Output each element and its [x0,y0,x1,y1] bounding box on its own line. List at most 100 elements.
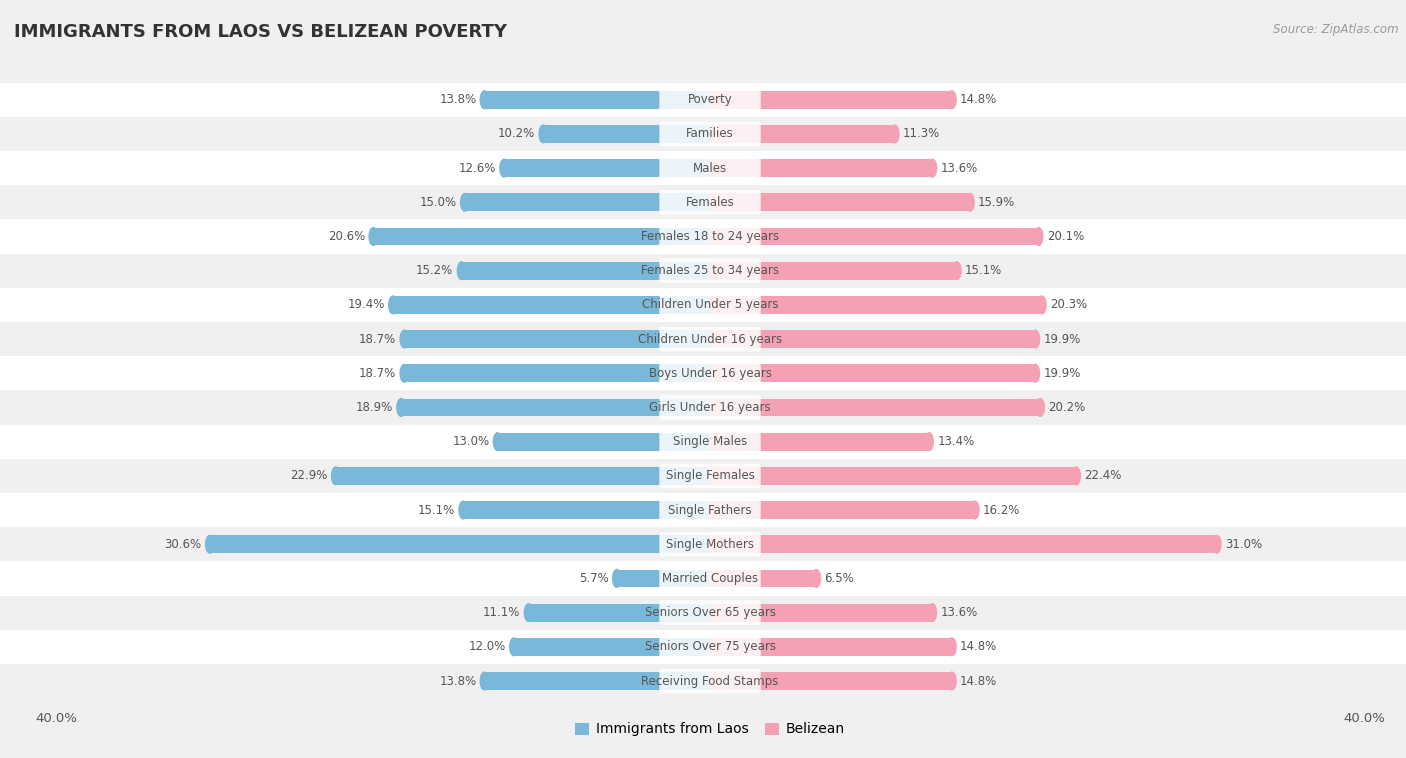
Text: IMMIGRANTS FROM LAOS VS BELIZEAN POVERTY: IMMIGRANTS FROM LAOS VS BELIZEAN POVERTY [14,23,508,41]
Bar [0,219,1406,254]
Text: 10.2%: 10.2% [498,127,536,140]
Circle shape [401,330,409,348]
Text: Females 18 to 24 years: Females 18 to 24 years [641,230,779,243]
Text: Married Couples: Married Couples [662,572,758,585]
Text: 13.8%: 13.8% [439,93,477,106]
FancyBboxPatch shape [659,498,761,522]
Circle shape [890,125,898,143]
FancyBboxPatch shape [659,361,761,386]
Text: 15.0%: 15.0% [419,196,457,208]
Text: 20.1%: 20.1% [1046,230,1084,243]
Circle shape [501,159,509,177]
Bar [405,330,710,348]
Text: 18.9%: 18.9% [356,401,392,414]
Circle shape [396,399,405,416]
FancyBboxPatch shape [659,600,761,625]
Circle shape [1036,399,1045,416]
Circle shape [928,159,936,177]
Bar [0,83,1406,117]
Bar [0,151,1406,185]
Bar [505,159,710,177]
Text: 20.3%: 20.3% [1050,299,1087,312]
FancyBboxPatch shape [659,532,761,556]
FancyBboxPatch shape [659,121,761,146]
FancyBboxPatch shape [659,395,761,420]
Bar [498,433,710,450]
Bar [0,630,1406,664]
Circle shape [948,91,956,108]
Circle shape [970,501,979,519]
Bar [515,638,710,656]
Bar [465,193,710,211]
Bar [710,535,1216,553]
Circle shape [388,296,396,314]
FancyBboxPatch shape [659,464,761,488]
Bar [710,603,932,622]
FancyBboxPatch shape [659,87,761,112]
FancyBboxPatch shape [659,190,761,215]
Circle shape [457,262,465,280]
Text: Children Under 16 years: Children Under 16 years [638,333,782,346]
Text: 15.1%: 15.1% [418,503,456,516]
Bar [710,262,957,280]
Text: 14.8%: 14.8% [960,675,997,688]
Bar [374,227,710,246]
Text: Girls Under 16 years: Girls Under 16 years [650,401,770,414]
Text: 14.8%: 14.8% [960,93,997,106]
Bar [529,603,710,622]
Bar [0,424,1406,459]
Circle shape [948,638,956,656]
FancyBboxPatch shape [659,566,761,590]
FancyBboxPatch shape [659,258,761,283]
Text: Single Mothers: Single Mothers [666,537,754,551]
Text: 13.4%: 13.4% [938,435,974,448]
Bar [710,501,974,519]
Bar [710,296,1042,314]
Text: Single Fathers: Single Fathers [668,503,752,516]
Bar [0,527,1406,562]
Text: 31.0%: 31.0% [1225,537,1263,551]
Circle shape [948,672,956,690]
Text: Poverty: Poverty [688,93,733,106]
FancyBboxPatch shape [659,669,761,694]
Bar [710,433,929,450]
Bar [461,262,710,280]
Text: 5.7%: 5.7% [579,572,609,585]
Text: 12.6%: 12.6% [458,161,496,174]
Text: Single Females: Single Females [665,469,755,482]
Circle shape [966,193,974,211]
Bar [463,501,710,519]
Text: Seniors Over 75 years: Seniors Over 75 years [644,641,776,653]
Circle shape [458,501,467,519]
Bar [0,185,1406,219]
Text: Source: ZipAtlas.com: Source: ZipAtlas.com [1274,23,1399,36]
Text: Receiving Food Stamps: Receiving Food Stamps [641,675,779,688]
Circle shape [481,91,489,108]
Text: 13.8%: 13.8% [439,675,477,688]
Circle shape [1031,330,1039,348]
Text: 22.4%: 22.4% [1084,469,1122,482]
Bar [0,322,1406,356]
Bar [0,390,1406,424]
Text: Single Males: Single Males [673,435,747,448]
Text: Children Under 5 years: Children Under 5 years [641,299,779,312]
Circle shape [481,672,489,690]
Text: 19.4%: 19.4% [347,299,385,312]
Circle shape [332,467,340,485]
Bar [710,227,1039,246]
Bar [0,117,1406,151]
Bar [0,493,1406,527]
Circle shape [925,433,934,450]
Bar [617,569,710,587]
Circle shape [401,365,409,382]
Text: Females 25 to 34 years: Females 25 to 34 years [641,265,779,277]
Text: Families: Families [686,127,734,140]
FancyBboxPatch shape [659,429,761,454]
Bar [0,562,1406,596]
Legend: Immigrants from Laos, Belizean: Immigrants from Laos, Belizean [569,717,851,742]
Bar [0,664,1406,698]
Bar [209,535,710,553]
Circle shape [928,603,936,622]
Text: 12.0%: 12.0% [468,641,506,653]
Text: 15.1%: 15.1% [965,265,1002,277]
